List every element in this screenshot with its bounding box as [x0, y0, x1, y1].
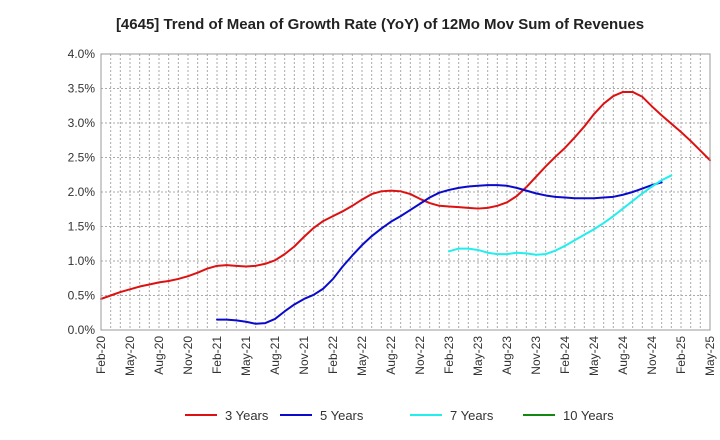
x-tick-label: Nov-22 — [413, 336, 427, 375]
legend: 3 Years 5 Years 7 Years 10 Years — [185, 408, 614, 423]
x-tick-label: May-20 — [123, 336, 137, 376]
series-line-5-years — [216, 181, 663, 325]
legend-label: 10 Years — [563, 408, 614, 423]
x-tick-label: Nov-20 — [181, 336, 195, 375]
x-tick-label: May-23 — [471, 336, 485, 376]
x-tick-label: Aug-23 — [500, 336, 514, 375]
series-line-3-years — [100, 90, 711, 300]
x-tick-label: May-25 — [703, 336, 717, 376]
x-tick-label: May-21 — [239, 336, 253, 376]
y-tick-label: 4.0% — [68, 47, 96, 61]
x-tick-label: Aug-20 — [152, 336, 166, 375]
y-tick-label: 3.0% — [68, 116, 96, 130]
x-tick-label: Nov-23 — [529, 336, 543, 375]
x-tick-label: Nov-21 — [297, 336, 311, 375]
x-tick-label: May-24 — [587, 336, 601, 376]
x-tick-label: Feb-25 — [674, 336, 688, 374]
x-tick-label: Feb-21 — [210, 336, 224, 374]
y-tick-label: 3.5% — [68, 82, 96, 96]
x-tick-label: Feb-24 — [558, 336, 572, 374]
y-axis-ticks: 0.0% 0.5% 1.0% 1.5% 2.0% 2.5% 3.0% 3.5% 4.0% — [68, 47, 96, 337]
y-tick-label: 1.5% — [68, 220, 96, 234]
y-tick-label: 1.0% — [68, 254, 96, 268]
legend-label: 5 Years — [320, 408, 364, 423]
y-tick-label: 0.5% — [68, 289, 96, 303]
x-tick-label: Aug-22 — [384, 336, 398, 375]
series-lines — [100, 90, 711, 325]
x-tick-label: Aug-21 — [268, 336, 282, 375]
x-tick-label: Feb-22 — [326, 336, 340, 374]
legend-label: 3 Years — [225, 408, 269, 423]
x-tick-label: Nov-24 — [645, 336, 659, 375]
plot-frame — [100, 53, 711, 331]
y-tick-label: 2.0% — [68, 185, 96, 199]
x-tick-label: Feb-23 — [442, 336, 456, 374]
legend-label: 7 Years — [450, 408, 494, 423]
x-axis-ticks: Feb-20 May-20 Aug-20 Nov-20 Feb-21 May-21 Aug-… — [94, 336, 717, 376]
x-tick-label: Aug-24 — [616, 336, 630, 375]
x-tick-label: Feb-20 — [94, 336, 108, 374]
series-line-7-years — [448, 174, 673, 256]
x-tick-label: May-22 — [355, 336, 369, 376]
y-tick-label: 0.0% — [68, 323, 96, 337]
chart-title: [4645] Trend of Mean of Growth Rate (YoY… — [116, 16, 644, 33]
y-tick-label: 2.5% — [68, 151, 96, 165]
